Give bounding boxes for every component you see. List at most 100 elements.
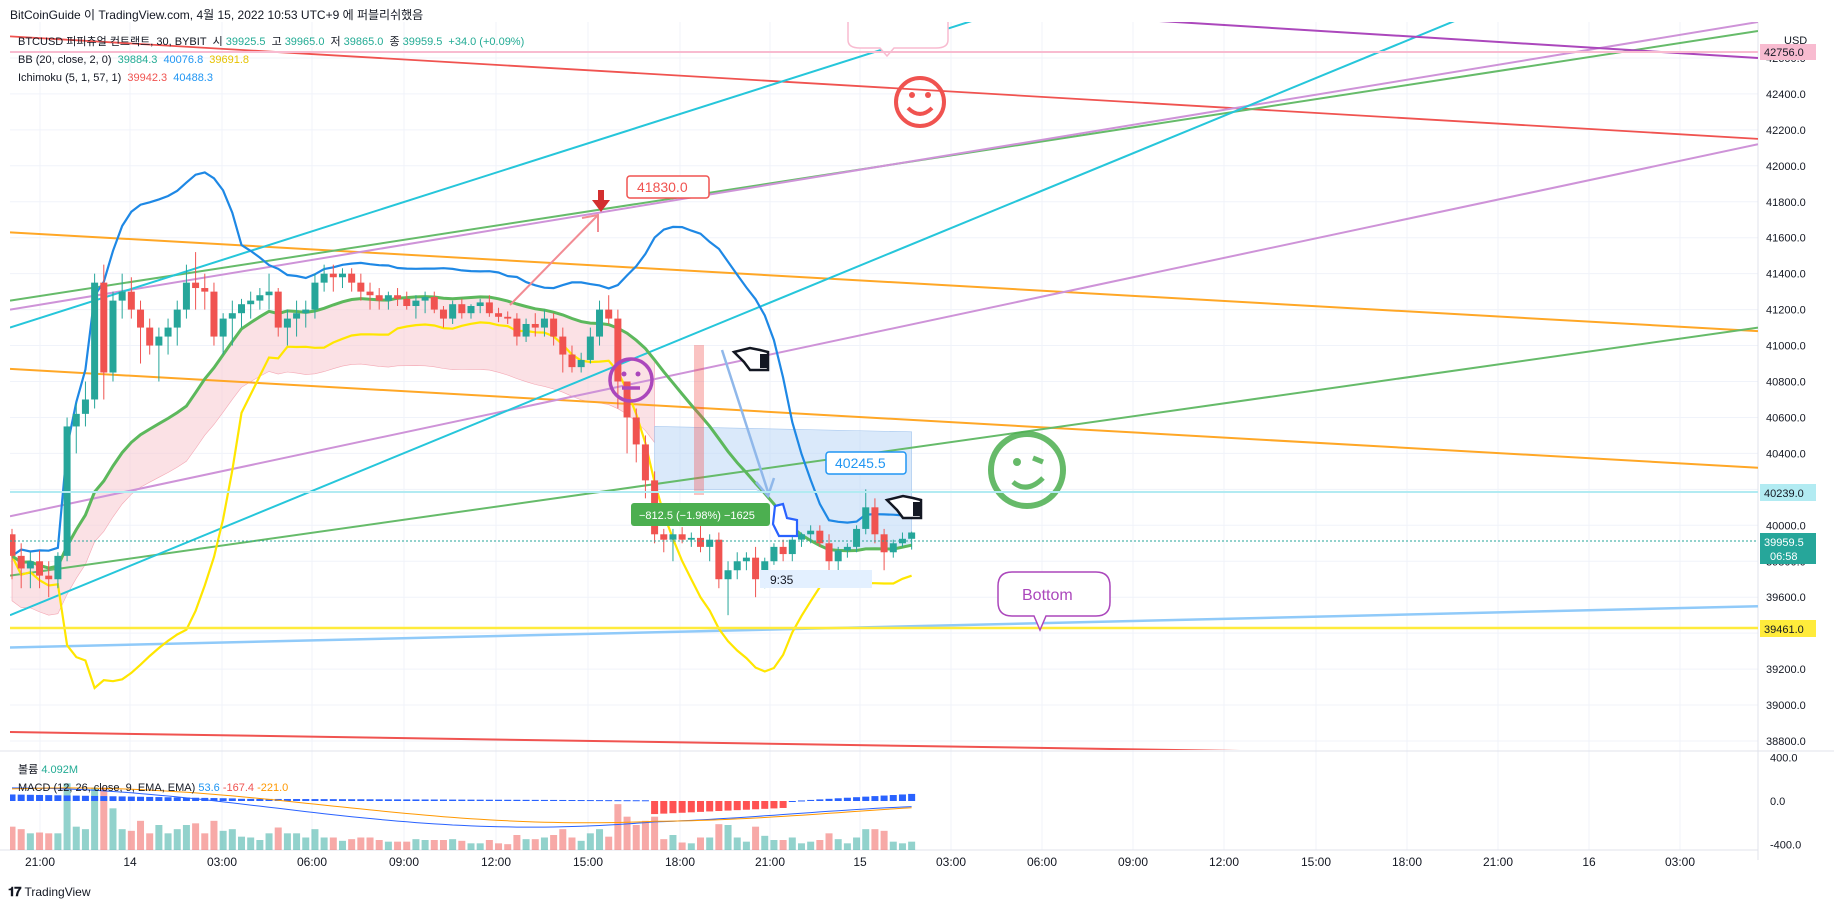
time-tick-label: 21:00 [1483, 855, 1513, 869]
time-tick-label: 16 [1582, 855, 1596, 869]
pointing-hand-icon-2 [884, 494, 923, 520]
macd-bar [788, 801, 796, 802]
measure-arrow-head [755, 477, 776, 499]
candle-body [164, 327, 172, 337]
candle-body [274, 291, 282, 328]
brand-label: TradingView [24, 885, 91, 899]
macd-bar [311, 799, 319, 801]
measure-label[interactable]: −812.5 (−1.98%) −1625 [631, 503, 770, 526]
time-tick-label: 15:00 [573, 855, 603, 869]
mid-price-label[interactable]: 40245.5 [825, 451, 907, 475]
macd-bar [329, 799, 337, 801]
candle-body [825, 543, 833, 562]
macd-bar [596, 800, 604, 802]
candle-body [338, 273, 346, 278]
trend-line[interactable] [10, 143, 1758, 518]
volume-bar [504, 844, 512, 850]
price-tick-label: 41600.0 [1766, 233, 1806, 245]
volume-bar [228, 829, 236, 850]
macd-bar [100, 796, 108, 801]
volume-bar [779, 840, 787, 850]
volume-bar [788, 837, 796, 850]
callout-top [847, 22, 949, 58]
macd-bar [412, 799, 420, 801]
macd-bar [880, 795, 888, 801]
svg-text:40245.5: 40245.5 [835, 455, 886, 471]
trend-line[interactable] [10, 367, 1758, 469]
macd-histogram [10, 793, 916, 815]
candle-body [348, 273, 356, 283]
volume-bar [623, 816, 631, 850]
price-tick-label: 40600.0 [1766, 412, 1806, 424]
candle-body [504, 316, 512, 319]
trend-line[interactable] [10, 731, 1758, 759]
volume-bar [63, 783, 71, 850]
macd-axis[interactable]: 400.0 0.0 -400.0 [1770, 752, 1801, 851]
volume-bar [550, 835, 558, 850]
trend-line[interactable] [10, 0, 1758, 617]
macd-bar [733, 801, 741, 811]
volume-bar [10, 826, 16, 850]
svg-text:42756.0: 42756.0 [1764, 47, 1804, 59]
volume-bar [825, 833, 833, 850]
price-tick-label: 39600.0 [1766, 592, 1806, 604]
macd-bar [797, 800, 805, 802]
volume-bar [146, 833, 154, 850]
macd-bar [109, 796, 117, 801]
macd-bar [862, 796, 870, 801]
volume-bar [137, 820, 145, 850]
volume-bar [458, 840, 466, 850]
macd-bar [467, 799, 475, 801]
candle-body [871, 507, 879, 535]
volume-bar [880, 830, 888, 850]
macd-bar [706, 801, 714, 812]
macd-bar [357, 799, 365, 801]
svg-text:−812.5 (−1.98%) −1625: −812.5 (−1.98%) −1625 [639, 510, 755, 522]
low-value: 39865.0 [343, 36, 384, 48]
volume-bar [384, 841, 392, 850]
volume-bar [329, 837, 337, 850]
macd-bar [715, 801, 723, 812]
svg-text:41830.0: 41830.0 [637, 179, 688, 195]
price-axis[interactable]: 42600.042400.042200.042000.041800.041600… [1766, 53, 1806, 748]
volume-bar [210, 820, 218, 850]
bottom-callout[interactable]: Bottom [997, 571, 1111, 632]
time-tick-label: 14 [123, 855, 137, 869]
candle-body [495, 313, 503, 317]
candle-body [146, 327, 154, 346]
macd-bar [495, 799, 503, 801]
volume-bar [733, 837, 741, 850]
time-tick-label: 09:00 [1118, 855, 1148, 869]
svg-text:39959.5: 39959.5 [1764, 537, 1804, 549]
candle-body [302, 309, 310, 314]
footer[interactable]: 𝟏𝟕 TradingView [8, 884, 91, 900]
target-price-label[interactable]: 41830.0 [626, 175, 710, 199]
trend-lines[interactable] [10, 0, 1758, 759]
candle-body [513, 318, 521, 337]
volume-bar [357, 837, 365, 850]
trend-line[interactable] [10, 22, 1758, 311]
change-value: +34.0 (+0.09%) [448, 36, 525, 48]
macd-bar [26, 794, 34, 801]
volume-bar [201, 833, 209, 850]
volume-bar [797, 843, 805, 850]
time-axis[interactable]: 21:00 14 03:00 06:00 09:00 12:00 15:00 18:00 21:… [25, 855, 1695, 869]
candle-body [678, 534, 686, 540]
candle-body [26, 561, 34, 569]
time-tick-label: 03:00 [936, 855, 966, 869]
volume-bar [843, 843, 851, 850]
trend-line[interactable] [10, 0, 1758, 59]
price-tick-label: 42000.0 [1766, 161, 1806, 173]
neutral-face-icon [608, 357, 654, 403]
trend-line[interactable] [10, 35, 1758, 140]
candle-body [430, 297, 438, 310]
trend-line[interactable] [10, 231, 1758, 333]
price-tick-label: 40000.0 [1766, 520, 1806, 532]
time-tick-label: 15 [853, 855, 867, 869]
volume-bar [577, 840, 585, 850]
duration-label: 9:35 [760, 570, 872, 588]
macd-bar [182, 797, 190, 801]
volume-bar [678, 842, 686, 850]
volume-bar [449, 839, 457, 850]
